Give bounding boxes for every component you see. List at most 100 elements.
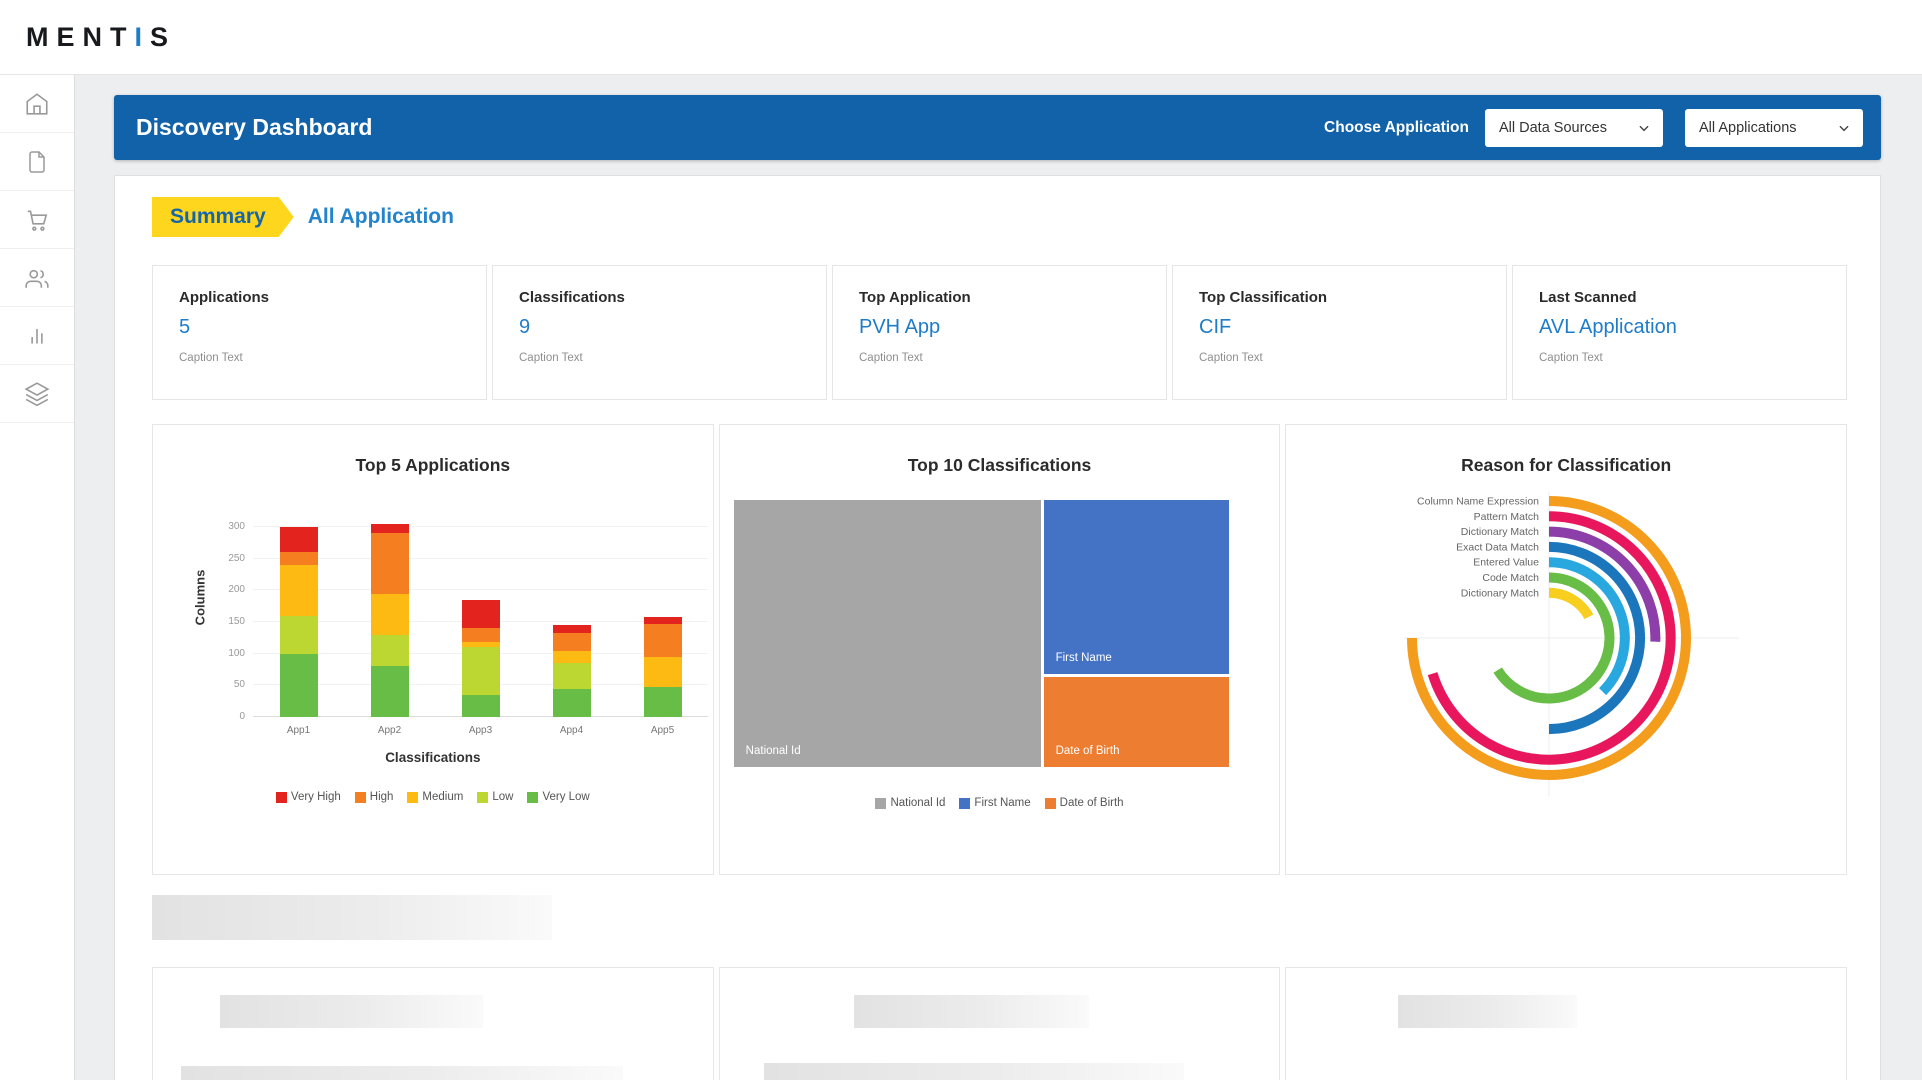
treemap-tile-national-id[interactable]: National Id <box>733 500 1041 767</box>
bar-column-app1[interactable] <box>279 527 318 717</box>
chart-title: Top 10 Classifications <box>907 455 1092 475</box>
card-top-application: Top Application PVH App Caption Text <box>832 265 1167 400</box>
bar-segment-high <box>643 623 682 657</box>
gridline <box>253 557 708 559</box>
bar-segment-very-high <box>279 527 318 553</box>
card-last-scanned: Last Scanned AVL Application Caption Tex… <box>1512 265 1847 400</box>
legend-item: Date of Birth <box>1044 797 1124 809</box>
legend-item: First Name <box>959 797 1031 809</box>
card-value: 5 <box>179 316 191 338</box>
skeleton-bar <box>152 895 552 940</box>
breadcrumb-all-application-tab[interactable]: All Application <box>307 205 454 228</box>
loading-card <box>152 967 714 1080</box>
card-caption: Caption Text <box>859 352 923 364</box>
y-tick-label: 150 <box>228 616 245 627</box>
card-value: CIF <box>1199 316 1232 338</box>
card-value: 9 <box>519 316 531 338</box>
summary-cards-row: Applications 5 Caption Text Classificati… <box>152 265 1847 400</box>
chart-title: Reason for Classification <box>1461 455 1672 475</box>
card-classifications: Classifications 9 Caption Text <box>492 265 827 400</box>
card-title: Top Classification <box>1199 289 1328 306</box>
legend-item: Very High <box>275 791 341 803</box>
y-tick-label: 100 <box>228 647 245 659</box>
bar-segment-very-high <box>370 523 409 534</box>
bar-segment-very-low <box>279 653 318 717</box>
bar-segment-medium <box>643 656 682 688</box>
bar-segment-high <box>552 632 591 651</box>
radial-bar-chart: Column Name Expression Pattern Match Dicti… <box>1404 488 1846 805</box>
data-source-select[interactable]: All Data Sources <box>1485 108 1663 147</box>
radial-arc-dictionary-match[interactable] <box>1549 526 1661 642</box>
radial-arc-exact-data-match[interactable] <box>1549 541 1646 735</box>
dashboard-content: Summary All Application Applications 5 C… <box>114 175 1881 1080</box>
sidebar-item-users[interactable] <box>0 249 74 307</box>
bar-segment-low <box>370 634 409 667</box>
layers-icon <box>24 381 50 406</box>
radial-ring-label: Column Name Expression <box>1417 496 1539 508</box>
treemap-tile-label: Date of Birth <box>1055 745 1120 757</box>
card-caption: Caption Text <box>179 352 243 364</box>
card-title: Last Scanned <box>1539 289 1637 306</box>
radial-arc-column-name-expression[interactable] <box>1407 496 1692 780</box>
logo-prefix: MENT <box>26 21 135 52</box>
top-10-classifications-chart-card: Top 10 Classifications National Id First … <box>718 424 1281 875</box>
legend-swatch <box>354 791 366 803</box>
radial-ring-label: Entered Value <box>1474 557 1540 569</box>
treemap-tile-date-of-birth[interactable]: Date of Birth <box>1043 676 1229 767</box>
skeleton-bar <box>1398 995 1578 1028</box>
file-icon <box>29 150 45 173</box>
top-5-applications-chart-card: Top 5 Applications Columns 0 50 100 150 200 25… <box>152 424 714 875</box>
bar-column-app2[interactable] <box>370 523 409 717</box>
bar-column-app4[interactable] <box>552 625 591 717</box>
x-tick-label: App4 <box>559 725 584 736</box>
bar-segment-low <box>461 647 500 695</box>
sidebar-item-home[interactable] <box>0 75 74 133</box>
bar-column-app3[interactable] <box>461 599 500 717</box>
breadcrumb: Summary All Application <box>152 197 1847 237</box>
home-icon <box>26 92 48 115</box>
charts-row: Top 5 Applications Columns 0 50 100 150 200 25… <box>152 424 1848 875</box>
legend-item: Low <box>477 791 513 803</box>
choose-application-label: Choose Application <box>1324 118 1469 136</box>
treemap-chart: National Id First Name Date of Birth Nation… <box>720 500 1280 809</box>
sidebar-item-layers[interactable] <box>0 365 74 423</box>
bar-segment-very-low <box>643 687 682 717</box>
card-title: Top Application <box>859 289 971 306</box>
legend-item: Medium <box>407 791 463 803</box>
application-select[interactable]: All Applications <box>1685 108 1863 147</box>
page-title: Discovery Dashboard <box>136 114 373 140</box>
y-tick-label: 0 <box>239 711 245 722</box>
application-select-value: All Applications <box>1699 119 1797 136</box>
sidebar-item-cart[interactable] <box>0 191 74 249</box>
reason-for-classification-chart-card: Reason for Classification Column Name Ex… <box>1285 424 1848 875</box>
skeleton-bar <box>220 995 484 1028</box>
data-source-select-value: All Data Sources <box>1499 119 1607 136</box>
bar-segment-medium <box>461 642 500 648</box>
radial-arc-entered-value[interactable] <box>1549 557 1631 696</box>
y-axis-title: Columns <box>192 569 208 626</box>
bar-segment-high <box>461 628 500 643</box>
treemap-tile-first-name[interactable]: First Name <box>1043 500 1229 674</box>
radial-ring-label: Exact Data Match <box>1456 541 1539 553</box>
radial-ring-label: Dictionary Match <box>1461 526 1539 538</box>
radial-arc-pattern-match[interactable] <box>1428 511 1677 765</box>
chart-legend: National Id First Name Date of Birth <box>720 797 1280 809</box>
radial-chart-canvas: Column Name Expression Pattern Match Dicti… <box>1404 492 1740 796</box>
mentis-logo: MENTIS <box>26 22 176 53</box>
logo-suffix: S <box>150 21 177 52</box>
breadcrumb-summary-tab[interactable]: Summary <box>152 197 294 237</box>
chart-legend: Very High High Medium Low Very Low <box>153 791 713 803</box>
page-header: Discovery Dashboard Choose Application A… <box>114 95 1881 160</box>
gridline <box>253 526 708 527</box>
bar-segment-very-high <box>643 616 682 624</box>
legend-swatch <box>407 791 419 803</box>
cart-icon <box>27 210 48 231</box>
bar-column-app5[interactable] <box>643 616 682 717</box>
radial-arc-dictionary-match[interactable] <box>1549 587 1594 620</box>
bar-segment-very-low <box>552 688 591 717</box>
sidebar-item-documents[interactable] <box>0 133 74 191</box>
chart-title: Top 5 Applications <box>355 455 511 475</box>
radial-arc-code-match[interactable] <box>1493 572 1615 704</box>
legend-swatch <box>275 791 287 803</box>
sidebar-item-analytics[interactable] <box>0 307 74 365</box>
